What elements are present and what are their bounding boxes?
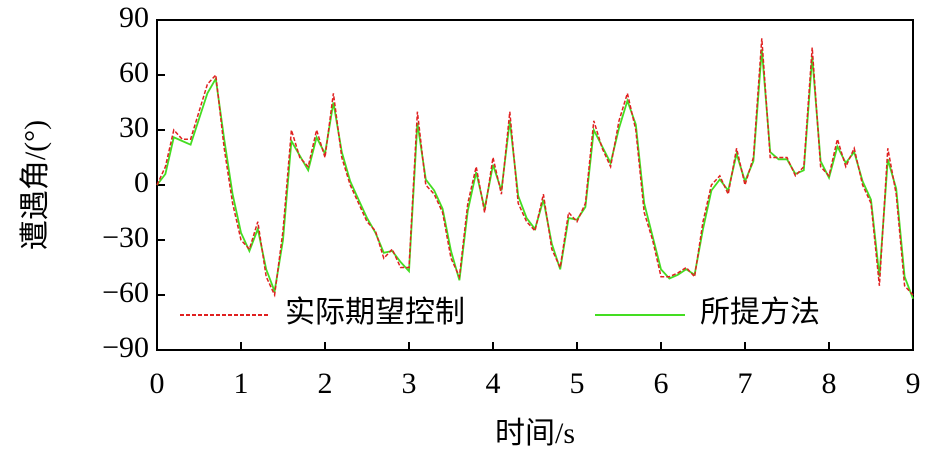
y-tick-label: 30 <box>119 111 149 144</box>
x-tick-label: 0 <box>150 367 165 400</box>
legend-label: 实际期望控制 <box>285 296 465 329</box>
series-line <box>156 38 914 298</box>
x-tick-label: 7 <box>738 367 753 400</box>
x-tick-label: 4 <box>486 367 501 400</box>
x-tick-label: 6 <box>654 367 669 400</box>
x-tick-label: 2 <box>318 367 333 400</box>
y-axis-label: 遭遇角/(°) <box>19 120 52 250</box>
y-tick-label: −90 <box>102 331 149 364</box>
legend-label: 所提方法 <box>700 296 820 329</box>
x-axis-label: 时间/s <box>495 417 575 450</box>
y-tick-label: 0 <box>134 166 149 199</box>
y-tick-label: 90 <box>119 1 149 34</box>
x-tick-label: 1 <box>234 367 249 400</box>
series-line <box>156 49 914 300</box>
x-tick-label: 9 <box>906 367 921 400</box>
x-tick-label: 8 <box>822 367 837 400</box>
x-tick-label: 5 <box>570 367 585 400</box>
y-tick-label: −30 <box>102 221 149 254</box>
y-tick-label: −60 <box>102 276 149 309</box>
x-tick-label: 3 <box>402 367 417 400</box>
y-tick-label: 60 <box>119 56 149 89</box>
